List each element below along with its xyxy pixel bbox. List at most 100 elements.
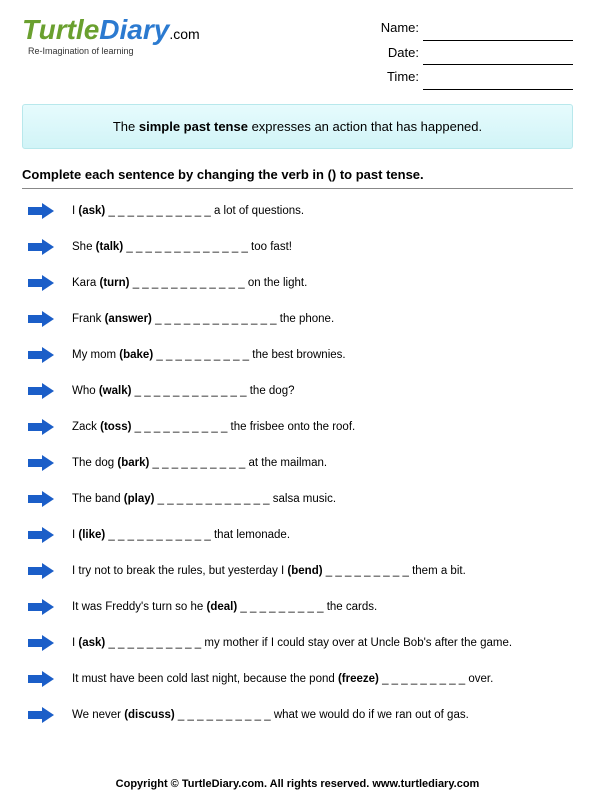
question-post: the dog? — [250, 385, 295, 397]
question-row: It was Freddy's turn so he (deal) _ _ _ … — [28, 599, 573, 615]
logo-dotcom: .com — [169, 26, 199, 42]
question-blank[interactable]: _ _ _ _ _ _ _ _ _ _ _ _ _ — [152, 313, 280, 325]
question-pre: I try not to break the rules, but yester… — [72, 565, 287, 577]
question-row: It must have been cold last night, becau… — [28, 671, 573, 687]
meta-fields: Name: Date: Time: — [381, 16, 573, 90]
question-verb: (toss) — [100, 421, 131, 433]
question-verb: (freeze) — [338, 673, 379, 685]
question-verb: (walk) — [99, 385, 132, 397]
question-row: I try not to break the rules, but yester… — [28, 563, 573, 579]
question-pre: We never — [72, 709, 124, 721]
arrow-icon — [28, 239, 54, 255]
question-text: My mom (bake) _ _ _ _ _ _ _ _ _ _ the be… — [72, 349, 573, 361]
question-post: the cards. — [327, 601, 378, 613]
question-blank[interactable]: _ _ _ _ _ _ _ _ _ _ _ _ — [131, 385, 249, 397]
questions-list: I (ask) _ _ _ _ _ _ _ _ _ _ _ a lot of q… — [22, 203, 573, 723]
question-post: that lemonade. — [214, 529, 290, 541]
arrow-icon — [28, 563, 54, 579]
question-verb: (ask) — [78, 637, 105, 649]
question-text: The band (play) _ _ _ _ _ _ _ _ _ _ _ _ … — [72, 493, 573, 505]
question-row: We never (discuss) _ _ _ _ _ _ _ _ _ _ w… — [28, 707, 573, 723]
footer: Copyright © TurtleDiary.com. All rights … — [0, 778, 595, 790]
question-post: the best brownies. — [252, 349, 345, 361]
question-text: I (ask) _ _ _ _ _ _ _ _ _ _ my mother if… — [72, 637, 573, 649]
arrow-icon — [28, 707, 54, 723]
definition-pre: The — [113, 119, 139, 134]
question-verb: (bake) — [119, 349, 153, 361]
question-verb: (deal) — [207, 601, 238, 613]
question-pre: She — [72, 241, 96, 253]
question-verb: (talk) — [96, 241, 123, 253]
question-text: Kara (turn) _ _ _ _ _ _ _ _ _ _ _ _ on t… — [72, 277, 573, 289]
arrow-icon — [28, 455, 54, 471]
question-row: I (like) _ _ _ _ _ _ _ _ _ _ _ that lemo… — [28, 527, 573, 543]
question-text: I (ask) _ _ _ _ _ _ _ _ _ _ _ a lot of q… — [72, 205, 573, 217]
arrow-icon — [28, 347, 54, 363]
question-blank[interactable]: _ _ _ _ _ _ _ _ _ _ _ _ — [154, 493, 272, 505]
arrow-icon — [28, 203, 54, 219]
question-text: I (like) _ _ _ _ _ _ _ _ _ _ _ that lemo… — [72, 529, 573, 541]
question-blank[interactable]: _ _ _ _ _ _ _ _ _ _ _ _ — [130, 277, 248, 289]
question-text: It was Freddy's turn so he (deal) _ _ _ … — [72, 601, 573, 613]
arrow-icon — [28, 599, 54, 615]
question-post: over. — [468, 673, 493, 685]
question-verb: (turn) — [100, 277, 130, 289]
arrow-icon — [28, 311, 54, 327]
question-row: My mom (bake) _ _ _ _ _ _ _ _ _ _ the be… — [28, 347, 573, 363]
logo-word2: Diary — [99, 14, 169, 45]
question-text: She (talk) _ _ _ _ _ _ _ _ _ _ _ _ _ too… — [72, 241, 573, 253]
question-blank[interactable]: _ _ _ _ _ _ _ _ _ _ — [149, 457, 248, 469]
question-text: Frank (answer) _ _ _ _ _ _ _ _ _ _ _ _ _… — [72, 313, 573, 325]
question-verb: (bark) — [117, 457, 149, 469]
question-pre: Who — [72, 385, 99, 397]
question-blank[interactable]: _ _ _ _ _ _ _ _ _ — [237, 601, 327, 613]
definition-bold: simple past tense — [139, 119, 248, 134]
question-blank[interactable]: _ _ _ _ _ _ _ _ _ _ — [105, 637, 204, 649]
name-label: Name: — [381, 20, 419, 35]
question-pre: Kara — [72, 277, 100, 289]
question-post: a lot of questions. — [214, 205, 304, 217]
arrow-icon — [28, 671, 54, 687]
instructions: Complete each sentence by changing the v… — [22, 167, 573, 189]
question-pre: The band — [72, 493, 124, 505]
question-pre: My mom — [72, 349, 119, 361]
question-post: what we would do if we ran out of gas. — [274, 709, 469, 721]
arrow-icon — [28, 527, 54, 543]
question-blank[interactable]: _ _ _ _ _ _ _ _ _ _ _ — [105, 529, 214, 541]
time-label: Time: — [387, 69, 419, 84]
arrow-icon — [28, 635, 54, 651]
question-row: The dog (bark) _ _ _ _ _ _ _ _ _ _ at th… — [28, 455, 573, 471]
question-post: my mother if I could stay over at Uncle … — [204, 637, 512, 649]
date-label: Date: — [388, 45, 419, 60]
question-row: The band (play) _ _ _ _ _ _ _ _ _ _ _ _ … — [28, 491, 573, 507]
question-text: I try not to break the rules, but yester… — [72, 565, 573, 577]
question-blank[interactable]: _ _ _ _ _ _ _ _ _ _ — [131, 421, 230, 433]
question-blank[interactable]: _ _ _ _ _ _ _ _ _ _ _ _ _ — [123, 241, 251, 253]
logo-main: TurtleDiary.com — [22, 16, 200, 44]
question-row: Who (walk) _ _ _ _ _ _ _ _ _ _ _ _ the d… — [28, 383, 573, 399]
question-post: salsa music. — [273, 493, 336, 505]
question-pre: It must have been cold last night, becau… — [72, 673, 338, 685]
question-pre: Frank — [72, 313, 105, 325]
question-blank[interactable]: _ _ _ _ _ _ _ _ _ — [379, 673, 469, 685]
question-row: Zack (toss) _ _ _ _ _ _ _ _ _ _ the fris… — [28, 419, 573, 435]
arrow-icon — [28, 275, 54, 291]
question-row: Kara (turn) _ _ _ _ _ _ _ _ _ _ _ _ on t… — [28, 275, 573, 291]
question-text: We never (discuss) _ _ _ _ _ _ _ _ _ _ w… — [72, 709, 573, 721]
question-blank[interactable]: _ _ _ _ _ _ _ _ _ _ _ — [105, 205, 214, 217]
question-row: Frank (answer) _ _ _ _ _ _ _ _ _ _ _ _ _… — [28, 311, 573, 327]
question-post: the phone. — [280, 313, 334, 325]
logo: TurtleDiary.com Re-Imagination of learni… — [22, 16, 200, 56]
question-verb: (answer) — [105, 313, 152, 325]
question-post: them a bit. — [412, 565, 466, 577]
question-blank[interactable]: _ _ _ _ _ _ _ _ _ _ — [175, 709, 274, 721]
question-blank[interactable]: _ _ _ _ _ _ _ _ _ — [323, 565, 413, 577]
question-text: The dog (bark) _ _ _ _ _ _ _ _ _ _ at th… — [72, 457, 573, 469]
logo-tagline: Re-Imagination of learning — [28, 46, 200, 56]
definition-post: expresses an action that has happened. — [248, 119, 482, 134]
time-blank[interactable] — [423, 89, 573, 90]
question-pre: Zack — [72, 421, 100, 433]
header: TurtleDiary.com Re-Imagination of learni… — [22, 16, 573, 90]
question-row: I (ask) _ _ _ _ _ _ _ _ _ _ _ a lot of q… — [28, 203, 573, 219]
question-blank[interactable]: _ _ _ _ _ _ _ _ _ _ — [153, 349, 252, 361]
